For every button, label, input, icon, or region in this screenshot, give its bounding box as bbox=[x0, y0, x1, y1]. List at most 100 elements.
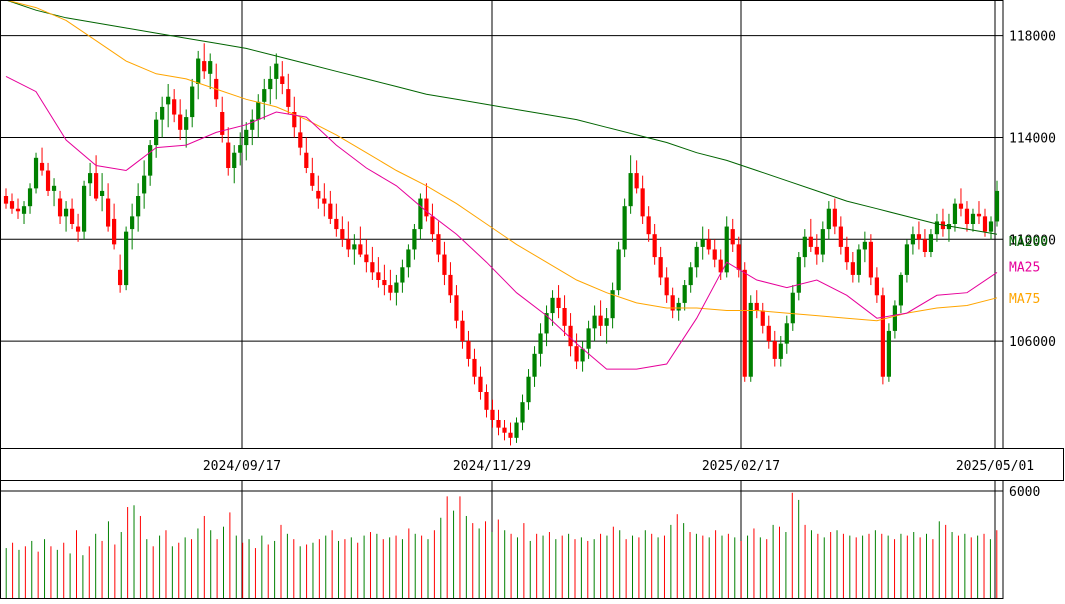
candle-up bbox=[610, 290, 615, 319]
candle-up bbox=[988, 221, 994, 232]
candle-up bbox=[232, 152, 237, 168]
candle-down bbox=[178, 114, 183, 130]
ma200-line bbox=[5, 0, 998, 235]
candle-down bbox=[646, 216, 651, 235]
candle-up bbox=[81, 185, 87, 232]
candle-down bbox=[106, 198, 111, 227]
candle-up bbox=[274, 63, 279, 79]
candle-down bbox=[874, 277, 879, 296]
candle-up bbox=[892, 305, 897, 331]
candle-down bbox=[472, 358, 477, 377]
candle-up bbox=[796, 257, 801, 293]
candle-down bbox=[496, 420, 501, 428]
candle-down bbox=[664, 277, 669, 296]
candle-down bbox=[490, 409, 495, 420]
candle-down bbox=[430, 216, 435, 235]
date-label: 2024/11/29 bbox=[453, 459, 531, 474]
candle-down bbox=[118, 269, 123, 286]
candle-up bbox=[33, 157, 39, 189]
candle-down bbox=[562, 308, 567, 326]
price-grid bbox=[0, 0, 1003, 448]
candle-up bbox=[688, 267, 693, 286]
candle-down bbox=[382, 280, 387, 286]
candle-up bbox=[63, 208, 69, 217]
candle-down bbox=[75, 226, 81, 232]
candle-up bbox=[676, 302, 681, 311]
candle-up bbox=[514, 422, 519, 438]
ma-label-ma200: MA200 bbox=[1009, 235, 1048, 250]
candle-down bbox=[838, 226, 843, 247]
candle-up bbox=[250, 119, 255, 130]
candle-down bbox=[478, 376, 483, 392]
candle-down bbox=[598, 315, 603, 326]
candle-up bbox=[604, 318, 609, 326]
candle-up bbox=[724, 226, 729, 273]
candle-up bbox=[238, 145, 243, 153]
candle-down bbox=[484, 392, 489, 410]
candle-down bbox=[568, 325, 573, 347]
candle-up bbox=[682, 285, 687, 303]
price-tick-label: 114000 bbox=[1009, 131, 1056, 146]
date-label: 2025/05/01 bbox=[956, 459, 1034, 474]
candle-down bbox=[436, 234, 441, 255]
candle-up bbox=[148, 145, 153, 176]
candle-up bbox=[136, 196, 141, 217]
candle-down bbox=[93, 173, 99, 199]
candle-down bbox=[370, 262, 375, 273]
candle-up bbox=[208, 61, 213, 74]
candle-down bbox=[502, 427, 507, 433]
date-axis-labels: 2024/09/17 2024/11/29 2025/02/17 2025/05/01 bbox=[203, 459, 1034, 474]
candle-down bbox=[808, 236, 813, 247]
candle-down bbox=[736, 244, 741, 270]
candle-up bbox=[256, 101, 261, 120]
candle-down bbox=[202, 61, 207, 72]
candle-up bbox=[886, 330, 891, 377]
candle-up bbox=[262, 89, 267, 102]
candle-down bbox=[364, 254, 369, 263]
candle-up bbox=[532, 353, 537, 377]
candle-up bbox=[142, 175, 147, 194]
candle-up bbox=[802, 236, 807, 258]
candle-down bbox=[334, 218, 339, 230]
candle-up bbox=[87, 173, 93, 184]
candle-up bbox=[616, 249, 621, 291]
candle-down bbox=[766, 325, 771, 342]
candle-down bbox=[286, 89, 291, 107]
candle-down bbox=[718, 259, 723, 273]
candle-down bbox=[832, 208, 837, 227]
candle-down bbox=[316, 190, 321, 199]
candle-down bbox=[658, 257, 663, 278]
candle-up bbox=[826, 208, 831, 230]
candle-up bbox=[190, 86, 195, 118]
candle-down bbox=[280, 76, 285, 84]
date-label: 2024/09/17 bbox=[203, 459, 281, 474]
candle-down bbox=[424, 198, 429, 217]
price-tick-label: 106000 bbox=[1009, 335, 1056, 350]
candle-down bbox=[112, 218, 117, 245]
candle-down bbox=[376, 272, 381, 280]
candle-up bbox=[778, 343, 783, 359]
candle-up bbox=[418, 198, 423, 230]
candle-down bbox=[964, 208, 970, 224]
candle-up bbox=[99, 190, 105, 196]
volume-axis-labels: 6000 bbox=[1009, 485, 1040, 500]
candle-down bbox=[172, 99, 177, 115]
candle-down bbox=[754, 302, 759, 311]
candle-up bbox=[952, 203, 958, 224]
candle-down bbox=[39, 162, 45, 171]
candle-up bbox=[154, 119, 159, 146]
candle-down bbox=[292, 112, 297, 128]
candle-up bbox=[268, 78, 273, 90]
candle-down bbox=[670, 295, 675, 311]
candle-down bbox=[574, 346, 579, 362]
candle-up bbox=[970, 213, 976, 224]
candle-up bbox=[898, 274, 904, 306]
candle-up bbox=[124, 231, 129, 286]
candle-up bbox=[628, 173, 633, 207]
candle-down bbox=[460, 320, 465, 342]
candle-up bbox=[51, 185, 57, 191]
candle-down bbox=[916, 234, 922, 240]
